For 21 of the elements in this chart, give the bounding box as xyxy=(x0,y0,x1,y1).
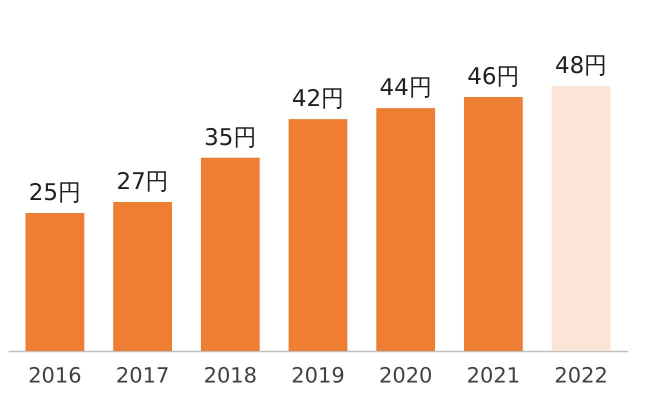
x-tick-label: 2017 xyxy=(116,364,170,388)
bar xyxy=(26,212,84,351)
data-label: 48円 xyxy=(554,53,608,79)
x-tick-label: 2016 xyxy=(28,364,82,388)
data-label: 44円 xyxy=(380,75,432,102)
bar xyxy=(113,202,172,351)
x-tick-label: 2022 xyxy=(554,364,608,388)
data-label: 46円 xyxy=(467,64,520,90)
bar xyxy=(464,97,523,351)
bar xyxy=(376,108,436,351)
bar xyxy=(288,119,348,351)
bar xyxy=(552,86,610,351)
bar xyxy=(200,158,260,351)
data-label: 27円 xyxy=(116,168,169,195)
data-label: 42円 xyxy=(292,86,344,112)
x-tick-label: 2019 xyxy=(291,364,345,388)
x-tick-label: 2020 xyxy=(378,364,432,388)
data-label: 35円 xyxy=(204,124,256,151)
data-label: 25円 xyxy=(28,180,82,206)
x-tick-label: 2021 xyxy=(466,364,520,388)
x-tick-label: 2018 xyxy=(204,364,258,388)
